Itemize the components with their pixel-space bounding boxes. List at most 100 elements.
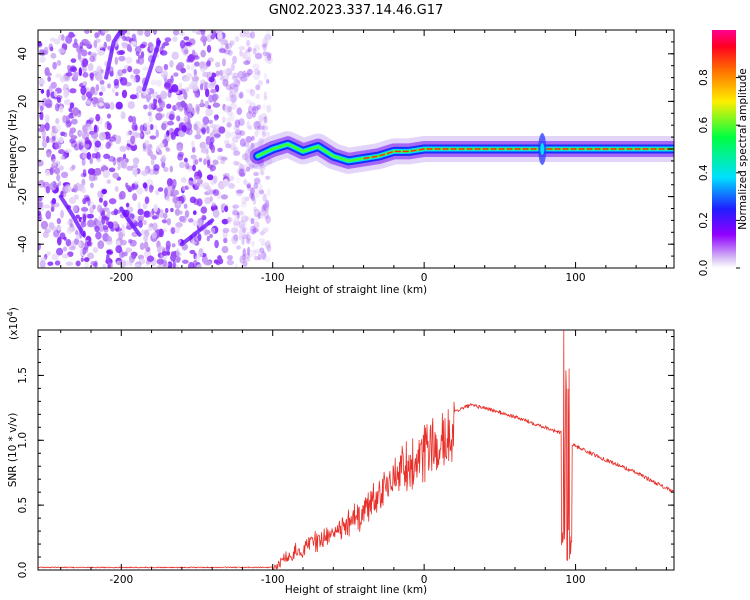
- heatmap-cell: [127, 65, 133, 73]
- heatmap-cell: [72, 204, 78, 213]
- heatmap-cell: [120, 111, 126, 120]
- heatmap-cell: [105, 253, 110, 262]
- heatmap-cell: [54, 260, 61, 266]
- heatmap-cell: [163, 228, 167, 233]
- heatmap-cell: [116, 260, 122, 266]
- heatmap-cell: [98, 97, 104, 103]
- heatmap-cell: [264, 256, 271, 263]
- heatmap-cell: [236, 212, 240, 220]
- spectrogram-x-tick-label: 0: [421, 272, 428, 284]
- heatmap-cell: [124, 36, 132, 42]
- heatmap-cell: [250, 217, 255, 225]
- heatmap-cell: [230, 93, 237, 103]
- heatmap-cell: [70, 135, 78, 140]
- heatmap-cell: [217, 32, 223, 40]
- heatmap-cell: [227, 217, 233, 223]
- heatmap-cell: [118, 55, 126, 62]
- heatmap-cell: [221, 116, 226, 124]
- chart-title: GN02.2023.337.14.46.G17: [269, 3, 444, 18]
- heatmap-cell: [236, 177, 241, 184]
- heatmap-cell: [70, 66, 78, 73]
- heatmap-cell: [259, 209, 266, 217]
- heatmap-cell: [239, 168, 246, 177]
- heatmap-cell: [139, 215, 145, 220]
- heatmap-cell: [58, 105, 64, 113]
- heatmap-cell: [98, 132, 106, 141]
- heatmap-cell: [242, 226, 248, 232]
- heatmap-cell: [199, 83, 204, 91]
- heatmap-cell: [99, 79, 105, 85]
- heatmap-cell: [233, 125, 240, 131]
- heatmap-cell: [263, 116, 268, 124]
- heatmap-cell: [240, 201, 247, 208]
- heatmap-cell: [232, 205, 238, 214]
- heatmap-cell: [65, 115, 70, 124]
- heatmap-cell: [56, 174, 61, 182]
- heatmap-cell: [249, 102, 256, 107]
- heatmap-cell: [204, 100, 210, 109]
- heatmap-cell: [86, 99, 91, 105]
- heatmap-cell: [152, 30, 158, 35]
- heatmap-cell: [173, 189, 179, 196]
- heatmap-cell: [235, 189, 243, 197]
- heatmap-cell: [81, 158, 86, 166]
- heatmap-cell: [226, 259, 235, 266]
- heatmap-cell: [213, 259, 219, 264]
- heatmap-cell: [66, 226, 73, 235]
- heatmap-cell: [188, 261, 195, 268]
- heatmap-cell: [165, 147, 171, 152]
- heatmap-cell: [133, 180, 140, 185]
- heatmap-cell: [190, 154, 197, 160]
- heatmap-cell: [94, 140, 102, 148]
- heatmap-cell: [42, 222, 47, 230]
- heatmap-cell: [250, 142, 255, 149]
- heatmap-cell: [97, 69, 102, 79]
- heatmap-cell: [251, 112, 256, 118]
- heatmap-cell: [162, 212, 168, 219]
- heatmap-cell: [191, 75, 200, 82]
- heatmap-cell: [150, 158, 155, 166]
- heatmap-cell: [227, 106, 233, 113]
- heatmap-cell: [54, 141, 62, 150]
- snr-y-tick-label: 0.0: [17, 562, 29, 579]
- heatmap-cell: [212, 159, 219, 165]
- heatmap-cell: [239, 30, 247, 38]
- heatmap-cell: [262, 44, 267, 51]
- heatmap-cell: [60, 131, 66, 137]
- colorbar-tick-label: 0.0: [698, 260, 710, 277]
- heatmap-cell: [259, 247, 265, 254]
- heatmap-cell: [222, 172, 230, 178]
- heatmap-cell: [115, 101, 123, 110]
- heatmap-cell: [189, 249, 196, 255]
- heatmap-cell: [234, 35, 240, 43]
- heatmap-cell: [96, 158, 102, 163]
- heatmap-cell: [238, 210, 244, 216]
- heatmap-cell: [136, 187, 144, 195]
- heatmap-cell: [40, 220, 49, 230]
- heatmap-cell: [163, 63, 169, 71]
- heatmap-cell: [156, 145, 160, 153]
- heatmap-cell: [113, 208, 118, 216]
- heatmap-cell: [70, 140, 78, 148]
- heatmap-cell: [222, 227, 230, 233]
- heatmap-cell: [201, 127, 206, 135]
- heatmap-cell: [264, 210, 269, 220]
- spectrogram-y-ticks: -40 -20 0 20 40: [17, 29, 674, 269]
- heatmap-cell: [115, 91, 119, 97]
- heatmap-cell: [264, 33, 272, 41]
- heatmap-cell: [243, 142, 250, 148]
- heatmap-cell: [49, 46, 54, 52]
- heatmap-cell: [257, 251, 264, 259]
- heatmap-cell: [241, 196, 247, 205]
- heatmap-cell: [206, 235, 210, 242]
- heatmap-cell: [258, 114, 263, 123]
- heatmap-cell: [134, 263, 142, 268]
- heatmap-cell: [46, 97, 52, 107]
- heatmap-cell: [194, 61, 200, 67]
- heatmap-cell: [155, 189, 160, 196]
- heatmap-cell: [210, 72, 217, 78]
- heatmap-cell: [250, 31, 256, 39]
- heatmap-cell: [136, 85, 143, 94]
- heatmap-cell: [98, 197, 103, 203]
- heatmap-cell: [255, 93, 261, 99]
